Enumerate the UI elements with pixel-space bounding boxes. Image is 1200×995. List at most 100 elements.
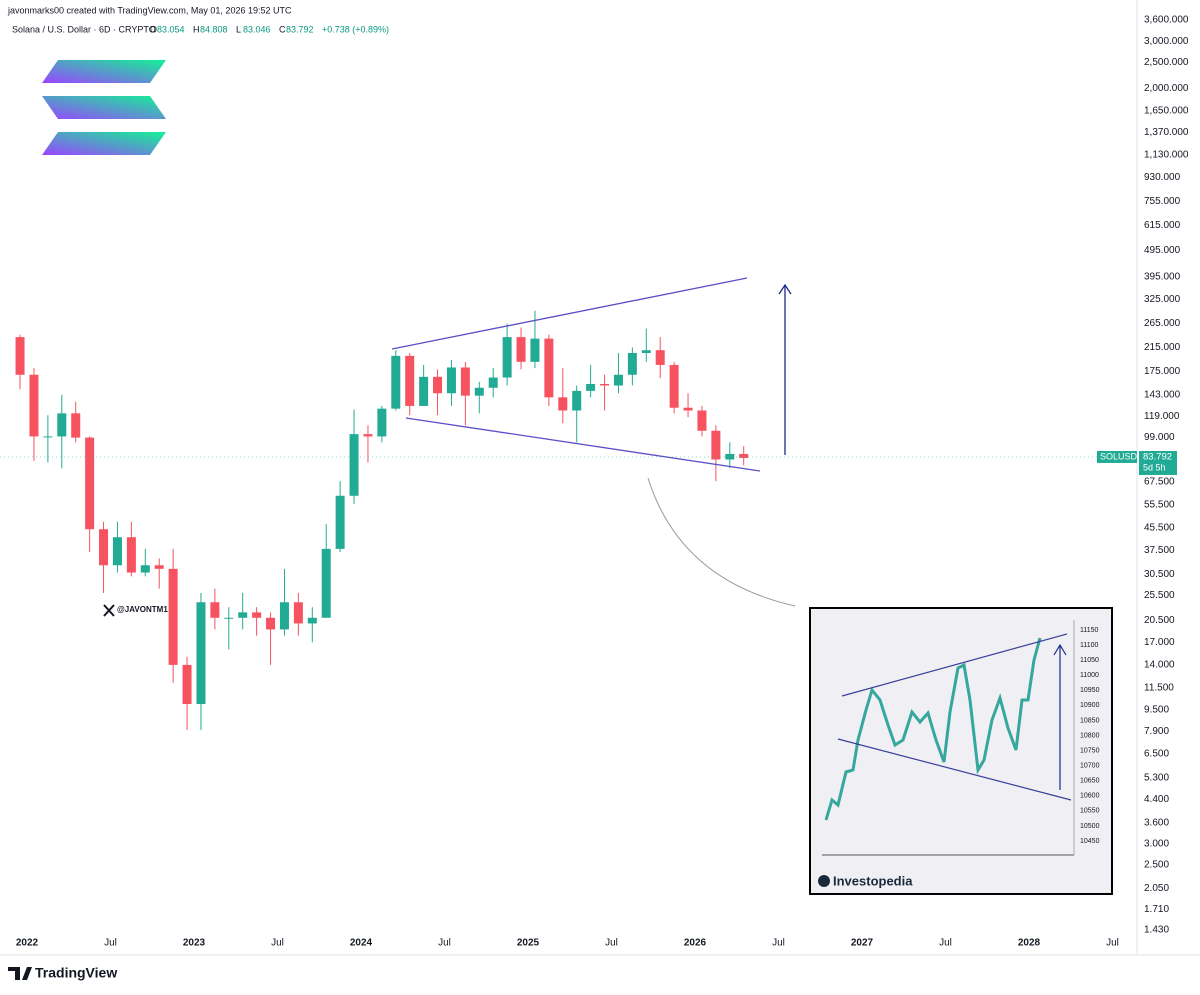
price-box: [1139, 450, 1177, 475]
inset-tick-label: 10900: [1080, 702, 1100, 709]
time-axis: 2022 Jul 2023 Jul 2024 Jul 2025 Jul 2026 Jul 2027 J…: [16, 938, 1119, 949]
candle-body: [655, 350, 665, 365]
y-tick-label: 45.500: [1144, 523, 1175, 534]
y-tick-label: 55.500: [1144, 499, 1175, 510]
candle-body: [252, 612, 262, 618]
candle-body: [266, 617, 276, 630]
candle-body: [474, 387, 484, 396]
candle-body: [182, 664, 192, 704]
y-tick-label: 175.000: [1144, 366, 1181, 377]
candle-body: [238, 612, 248, 618]
inset-brand: Investopedia: [833, 873, 913, 888]
inset-tick-label: 10650: [1080, 778, 1100, 785]
candle-body: [71, 413, 81, 438]
x-tick-label: 2023: [183, 938, 206, 949]
candle-body: [725, 453, 735, 460]
candle-body: [502, 337, 512, 378]
y-tick-label: 25.500: [1144, 590, 1175, 601]
inset-tick-label: 10700: [1080, 762, 1100, 769]
candle-body: [99, 529, 109, 566]
x-tick-label: 2027: [851, 938, 874, 949]
y-tick-label: 3,000.000: [1144, 36, 1189, 47]
y-tick-label: 67.500: [1144, 477, 1175, 488]
y-tick-label: 99.000: [1144, 432, 1175, 443]
ohlc-value: 83.792: [286, 24, 314, 34]
candle-body: [57, 413, 67, 437]
candle-body: [377, 408, 387, 437]
drawings: [391, 277, 796, 607]
candle-body: [641, 350, 651, 354]
x-tick-label: Jul: [104, 938, 117, 949]
candle-body: [293, 602, 303, 624]
y-tick-label: 2.500: [1144, 860, 1169, 871]
y-tick-label: 615.000: [1144, 220, 1181, 231]
candle-body: [85, 437, 95, 530]
y-tick-label: 119.000: [1144, 411, 1180, 422]
tag-price: 83.792: [1143, 451, 1172, 462]
candle-body: [446, 367, 456, 394]
candle-body: [530, 338, 540, 362]
x-tick-label: 2026: [684, 938, 707, 949]
candle-body: [363, 434, 373, 437]
y-tick-label: 265.000: [1144, 318, 1181, 329]
symbol-box: [1097, 450, 1137, 463]
ohlc-value: 84.808: [200, 24, 228, 34]
y-tick-label: 325.000: [1144, 294, 1181, 305]
y-tick-label: 2,000.000: [1144, 83, 1189, 94]
ohlc-label: O: [150, 24, 157, 34]
x-tick-label: Jul: [605, 938, 618, 949]
candle-body: [572, 390, 582, 411]
x-tick-label: Jul: [1106, 938, 1119, 949]
candle-body: [488, 377, 498, 388]
inset-tick-label: 11050: [1080, 657, 1099, 664]
candle-body: [112, 537, 122, 566]
inset-tick-label: 10800: [1080, 732, 1100, 739]
y-tick-label: 215.000: [1144, 342, 1181, 353]
tag-symbol: SOLUSD: [1100, 451, 1138, 461]
y-tick-label: 6.500: [1144, 749, 1169, 760]
ohlc-value: 83.054: [157, 24, 185, 34]
y-tick-label: 9.500: [1144, 705, 1169, 716]
change: +0.738 (+0.89%): [322, 24, 389, 34]
ohlc-label: H: [193, 24, 200, 34]
y-tick-label: 11.500: [1144, 682, 1174, 693]
x-tick-label: 2025: [517, 938, 540, 949]
candle-body: [683, 407, 693, 411]
inset-tick-label: 10750: [1080, 747, 1100, 754]
y-tick-label: 4.400: [1144, 794, 1169, 805]
y-tick-label: 495.000: [1144, 245, 1181, 256]
candle-body: [210, 602, 220, 618]
candle-body: [544, 338, 554, 398]
y-tick-label: 3,600.000: [1144, 15, 1189, 26]
candle-body: [600, 384, 610, 386]
x-tick-label: Jul: [438, 938, 451, 949]
ohlc-value: 83.046: [243, 24, 271, 34]
candle-body: [349, 434, 359, 496]
candle-body: [516, 337, 526, 362]
candle-body: [335, 495, 345, 549]
inset-tick-label: 10450: [1080, 838, 1100, 845]
y-tick-label: 14.000: [1144, 660, 1175, 671]
candle-body: [433, 376, 443, 394]
candle-body: [140, 565, 150, 573]
candle-body: [168, 568, 178, 665]
candle-body: [126, 537, 136, 573]
candle-body: [711, 430, 721, 460]
inset-tick-label: 11000: [1080, 672, 1099, 679]
candle-body: [15, 337, 25, 375]
candle-body: [739, 453, 749, 458]
inset-tick-label: 10850: [1080, 717, 1100, 724]
inset-tick-label: 10950: [1080, 687, 1100, 694]
brand: TradingView: [35, 965, 117, 981]
x-tick-label: Jul: [271, 938, 284, 949]
y-tick-label: 5.300: [1144, 772, 1169, 783]
symbol-header: Solana / U.S. Dollar · 6D · CRYPTO O 83.0…: [12, 24, 389, 34]
candle-body: [669, 364, 679, 408]
y-tick-label: 2,500.000: [1144, 57, 1189, 68]
candle-body: [321, 548, 331, 618]
y-tick-label: 20.500: [1144, 615, 1175, 626]
x-tick-label: 2024: [350, 938, 373, 949]
y-tick-label: 7.900: [1144, 726, 1169, 737]
tag-countdown: 5d 5h: [1143, 462, 1166, 472]
y-tick-label: 1.710: [1144, 904, 1169, 915]
